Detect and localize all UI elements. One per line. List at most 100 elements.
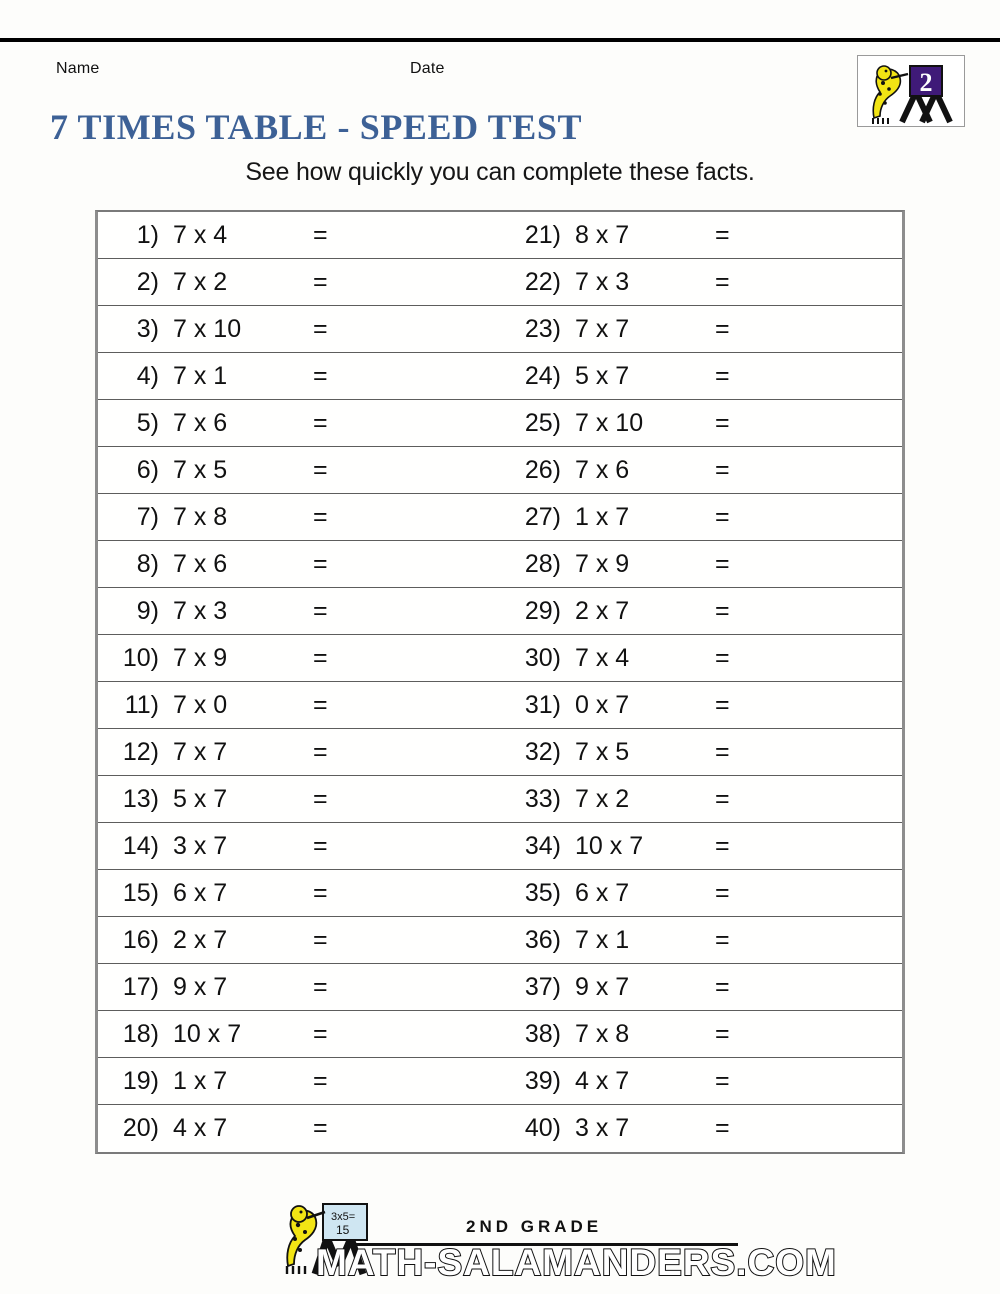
- problem-number: 31): [524, 690, 561, 719]
- problem-number: 3): [136, 314, 159, 343]
- problem-fact: 5 x 7: [173, 784, 228, 813]
- equals-sign: =: [715, 1066, 730, 1095]
- equals-sign: =: [715, 972, 730, 1001]
- problem-fact: 7 x 8: [575, 1019, 630, 1048]
- equals-sign: =: [715, 737, 730, 766]
- problem-number: 29): [524, 596, 561, 625]
- problem-cell: 26) 7 x 6 =: [500, 447, 902, 493]
- problem-number: 23): [524, 314, 561, 343]
- problem-cell: 10) 7 x 9 =: [98, 635, 500, 681]
- problem-number: 15): [122, 878, 159, 907]
- problem-cell: 22) 7 x 3 =: [500, 259, 902, 305]
- table-row: 20) 4 x 7 = 40) 3 x 7 =: [98, 1105, 902, 1152]
- equals-sign: =: [715, 267, 730, 296]
- problem-cell: 24) 5 x 7 =: [500, 353, 902, 399]
- problem-fact: 10 x 7: [173, 1019, 242, 1048]
- table-row: 7) 7 x 8 = 27) 1 x 7 =: [98, 494, 902, 541]
- problem-cell: 13) 5 x 7 =: [98, 776, 500, 822]
- page-subtitle: See how quickly you can complete these f…: [245, 158, 755, 186]
- table-row: 3) 7 x 10 = 23) 7 x 7 =: [98, 306, 902, 353]
- problem-fact: 7 x 5: [173, 455, 228, 484]
- equals-sign: =: [715, 549, 730, 578]
- site-name: MATH-SALAMANDERS.COM: [315, 1241, 837, 1284]
- table-row: 12) 7 x 7 = 32) 7 x 5 =: [98, 729, 902, 776]
- problem-number: 34): [524, 831, 561, 860]
- problem-cell: 29) 2 x 7 =: [500, 588, 902, 634]
- problem-number: 5): [136, 408, 159, 437]
- problem-fact: 1 x 7: [575, 502, 630, 531]
- equals-sign: =: [313, 784, 328, 813]
- table-row: 15) 6 x 7 = 35) 6 x 7 =: [98, 870, 902, 917]
- equals-sign: =: [715, 220, 730, 249]
- equals-sign: =: [715, 784, 730, 813]
- problem-number: 13): [122, 784, 159, 813]
- problem-number: 7): [136, 502, 159, 531]
- problem-number: 24): [524, 361, 561, 390]
- problem-number: 11): [124, 690, 159, 719]
- problem-number: 28): [524, 549, 561, 578]
- problem-number: 2): [136, 267, 159, 296]
- problem-number: 8): [136, 549, 159, 578]
- problem-cell: 8) 7 x 6 =: [98, 541, 500, 587]
- equals-sign: =: [715, 831, 730, 860]
- problem-cell: 20) 4 x 7 =: [98, 1105, 500, 1152]
- problem-fact: 1 x 7: [173, 1066, 228, 1095]
- table-row: 4) 7 x 1 = 24) 5 x 7 =: [98, 353, 902, 400]
- equals-sign: =: [313, 1066, 328, 1095]
- problem-fact: 4 x 7: [173, 1114, 228, 1142]
- problem-fact: 7 x 9: [173, 643, 228, 672]
- problem-fact: 7 x 8: [173, 502, 228, 531]
- equals-sign: =: [313, 408, 328, 437]
- equals-sign: =: [313, 972, 328, 1001]
- problem-fact: 7 x 6: [575, 455, 630, 484]
- problem-cell: 34) 10 x 7 =: [500, 823, 902, 869]
- table-row: 6) 7 x 5 = 26) 7 x 6 =: [98, 447, 902, 494]
- problem-fact: 10 x 7: [575, 831, 644, 860]
- table-row: 9) 7 x 3 = 29) 2 x 7 =: [98, 588, 902, 635]
- problem-fact: 7 x 4: [575, 643, 630, 672]
- equals-sign: =: [715, 643, 730, 672]
- equals-sign: =: [313, 1019, 328, 1048]
- footer-logo: 3x5= 15: [281, 1194, 391, 1287]
- problem-number: 39): [524, 1066, 561, 1095]
- problem-cell: 3) 7 x 10 =: [98, 306, 500, 352]
- equals-sign: =: [313, 831, 328, 860]
- problem-cell: 32) 7 x 5 =: [500, 729, 902, 775]
- problem-number: 36): [524, 925, 561, 954]
- table-row: 14) 3 x 7 = 34) 10 x 7 =: [98, 823, 902, 870]
- problem-cell: 25) 7 x 10 =: [500, 400, 902, 446]
- page-title: 7 TIMES TABLE - SPEED TEST: [50, 107, 583, 147]
- problem-fact: 4 x 7: [575, 1066, 630, 1095]
- problem-cell: 39) 4 x 7 =: [500, 1058, 902, 1104]
- problem-fact: 7 x 4: [173, 220, 228, 249]
- problem-fact: 0 x 7: [575, 690, 630, 719]
- problem-cell: 30) 7 x 4 =: [500, 635, 902, 681]
- equals-sign: =: [313, 925, 328, 954]
- equals-sign: =: [313, 643, 328, 672]
- problem-cell: 27) 1 x 7 =: [500, 494, 902, 540]
- equals-sign: =: [715, 314, 730, 343]
- table-row: 18) 10 x 7 = 38) 7 x 8 =: [98, 1011, 902, 1058]
- problem-number: 30): [524, 643, 561, 672]
- problem-fact: 9 x 7: [173, 972, 228, 1001]
- problem-cell: 33) 7 x 2 =: [500, 776, 902, 822]
- problem-fact: 7 x 1: [173, 361, 228, 390]
- equals-sign: =: [313, 878, 328, 907]
- problem-cell: 7) 7 x 8 =: [98, 494, 500, 540]
- problem-number: 38): [524, 1019, 561, 1048]
- equals-sign: =: [313, 1114, 328, 1142]
- equals-sign: =: [715, 878, 730, 907]
- problem-cell: 31) 0 x 7 =: [500, 682, 902, 728]
- problem-number: 18): [122, 1019, 159, 1048]
- table-row: 5) 7 x 6 = 25) 7 x 10 =: [98, 400, 902, 447]
- problem-cell: 21) 8 x 7 =: [500, 212, 902, 258]
- footer-rule: [356, 1243, 738, 1246]
- problem-fact: 7 x 3: [173, 596, 228, 625]
- problem-fact: 6 x 7: [575, 878, 630, 907]
- problem-number: 40): [524, 1114, 561, 1142]
- problem-fact: 7 x 1: [575, 925, 630, 954]
- problem-cell: 15) 6 x 7 =: [98, 870, 500, 916]
- svg-text:2: 2: [920, 68, 933, 97]
- problem-fact: 5 x 7: [575, 361, 630, 390]
- equals-sign: =: [715, 925, 730, 954]
